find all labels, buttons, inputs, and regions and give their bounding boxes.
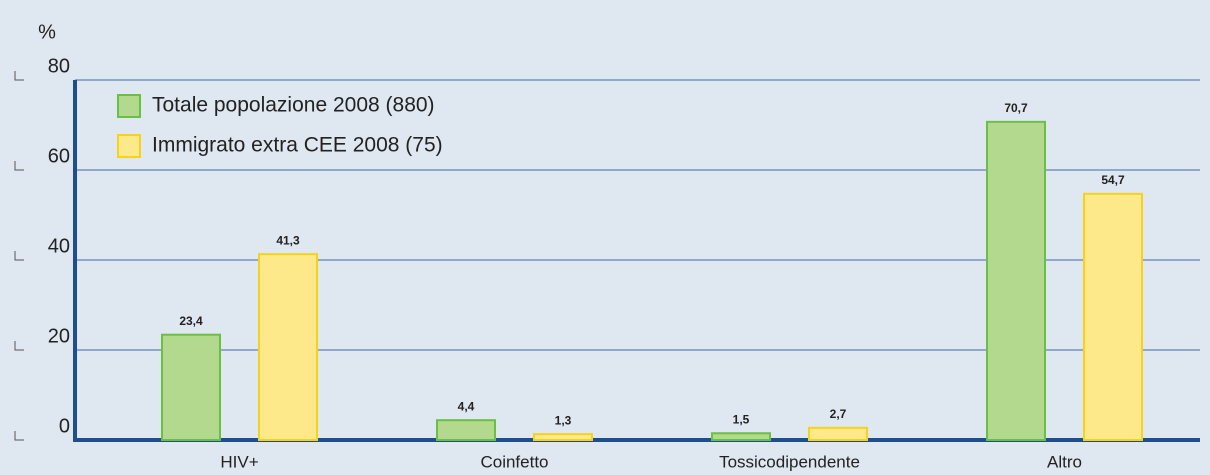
y-axis-label: %: [38, 21, 56, 43]
bar: [436, 419, 496, 442]
value-label: 70,7: [1004, 101, 1028, 115]
legend-swatch: [117, 94, 141, 118]
bar: [1083, 192, 1143, 441]
y-tick-label: 20: [48, 325, 70, 347]
value-label: 1,3: [555, 413, 572, 427]
bar: [533, 433, 593, 441]
bar: [986, 120, 1046, 441]
value-label: 41,3: [276, 233, 300, 247]
value-label: 1,5: [733, 412, 750, 426]
legend-label: Immigrato extra CEE 2008 (75): [152, 134, 443, 157]
tick-mark: [14, 71, 24, 81]
y-tick-label: 60: [48, 145, 70, 167]
y-tick-label: 0: [59, 415, 70, 437]
bar: [711, 432, 771, 441]
tick-mark: [14, 431, 24, 441]
value-label: 2,7: [830, 407, 847, 421]
tick-mark: [14, 161, 24, 171]
legend-swatch: [117, 134, 141, 158]
x-tick-label: Altro: [1047, 452, 1082, 471]
bar: [258, 253, 318, 441]
value-label: 4,4: [458, 399, 475, 413]
y-tick-label: 40: [48, 235, 70, 257]
x-tick-label: Tossicodipendente: [719, 452, 860, 471]
bar: [808, 426, 868, 442]
legend-label: Totale popolazione 2008 (880): [152, 94, 435, 117]
x-tick-label: HIV+: [220, 452, 258, 471]
value-label: 54,7: [1101, 173, 1125, 187]
tick-mark: [14, 341, 24, 351]
value-label: 23,4: [179, 314, 203, 328]
tick-mark: [14, 251, 24, 261]
x-tick-label: Coinfetto: [480, 452, 548, 471]
y-tick-label: 80: [48, 55, 70, 77]
bar: [161, 333, 221, 442]
